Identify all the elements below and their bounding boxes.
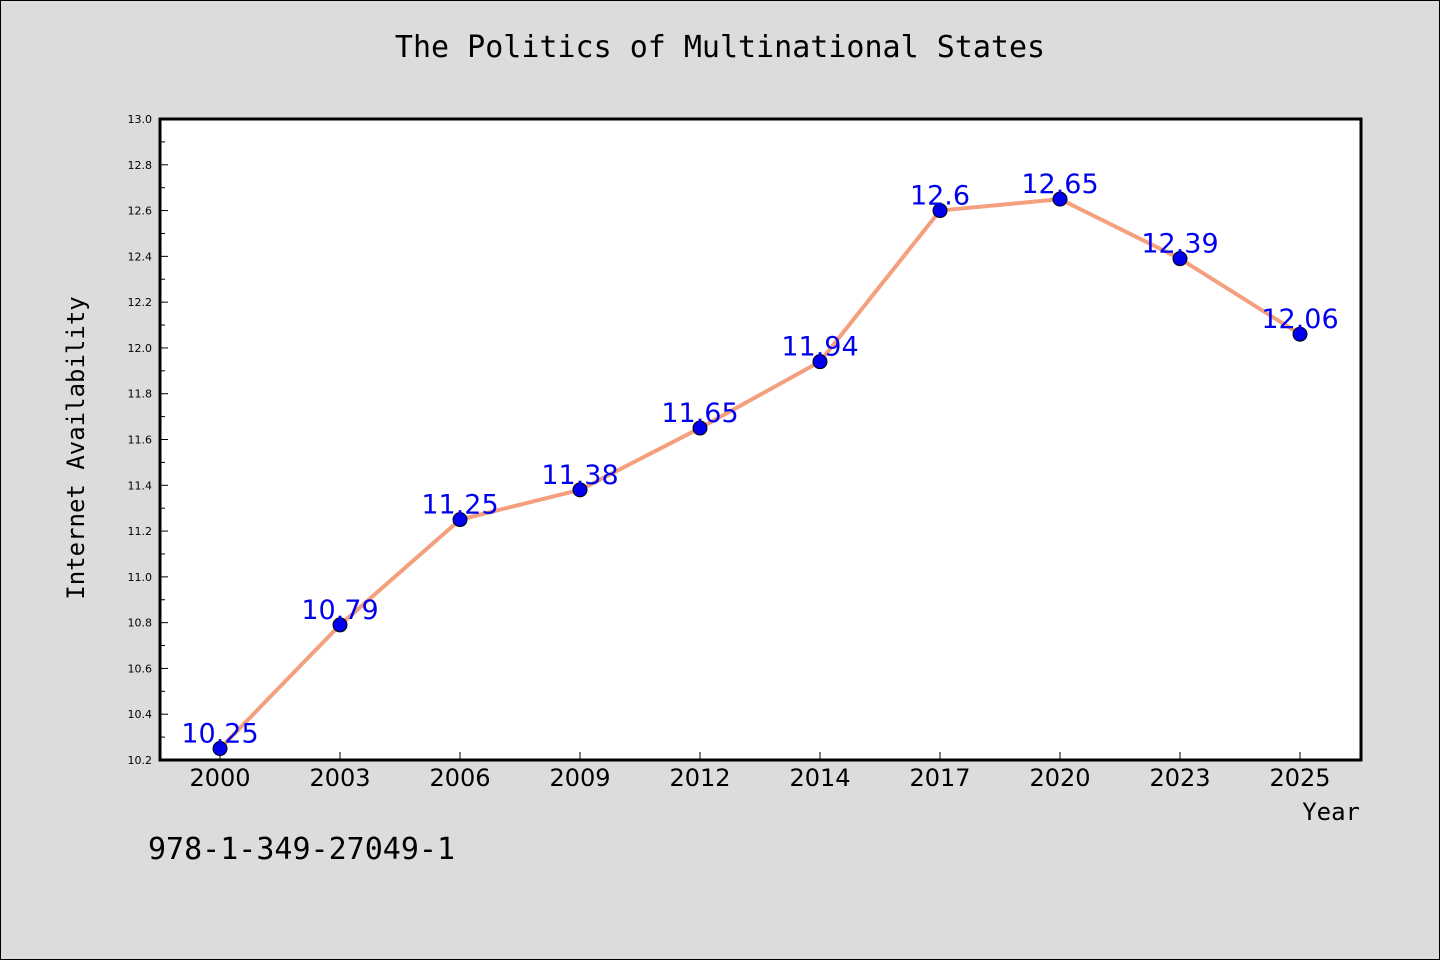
y-tick-label: 10.8 — [128, 617, 153, 630]
data-label: 10.79 — [301, 595, 378, 626]
data-label: 11.94 — [781, 332, 858, 363]
data-label: 12.65 — [1021, 169, 1098, 200]
x-tick-label: 2014 — [789, 764, 850, 792]
y-axis-title: Internet Availability — [62, 296, 90, 599]
y-axis: 10.2 10.4 10.6 10.8 11.0 11.2 11.4 11.6 11.8 12.0… — [128, 113, 168, 767]
y-tick-label: 12.6 — [128, 205, 153, 218]
data-label: 12.39 — [1141, 229, 1218, 260]
data-label: 12.6 — [910, 181, 970, 212]
data-label: 11.65 — [661, 398, 738, 429]
y-tick-label: 11.2 — [128, 525, 153, 538]
data-label: 12.06 — [1261, 304, 1338, 335]
data-label: 11.38 — [541, 460, 618, 491]
series-layer — [212, 191, 1308, 757]
data-point — [332, 617, 348, 633]
data-point — [812, 354, 828, 370]
y-tick-label: 12.2 — [128, 296, 153, 309]
data-label: 10.25 — [181, 719, 258, 750]
data-point — [932, 203, 948, 219]
y-tick-label: 11.4 — [128, 479, 153, 492]
y-tick-label: 11.6 — [128, 434, 153, 447]
y-tick-label: 11.0 — [128, 571, 153, 584]
x-tick-label: 2025 — [1269, 764, 1330, 792]
x-tick-label: 2020 — [1029, 764, 1090, 792]
plot-area — [158, 117, 1363, 762]
y-tick-label: 13.0 — [128, 113, 153, 126]
x-tick-label: 2000 — [189, 764, 250, 792]
data-point — [212, 741, 228, 757]
x-tick-label: 2003 — [309, 764, 370, 792]
y-tick-label: 12.0 — [128, 342, 153, 355]
x-tick-label: 2009 — [549, 764, 610, 792]
data-point — [692, 420, 708, 436]
data-label-layer: 10.25 10.79 11.25 11.38 11.65 11.94 12.6 12.65 1… — [181, 169, 1338, 749]
x-tick-label: 2017 — [909, 764, 970, 792]
y-tick-label: 12.4 — [128, 250, 153, 263]
isbn-label: 978-1-349-27049-1 — [148, 832, 456, 867]
x-tick-label: 2006 — [429, 764, 490, 792]
y-tick-label: 10.6 — [128, 662, 153, 675]
data-point — [452, 512, 468, 528]
series-line — [218, 197, 1302, 750]
data-point — [1292, 326, 1308, 342]
x-axis-title: Year — [1302, 798, 1360, 826]
x-tick-label: 2012 — [669, 764, 730, 792]
x-axis: 2000 2003 2006 2009 2012 2014 2017 2020 2023 2025 — [189, 752, 1331, 792]
x-tick-label: 2023 — [1149, 764, 1210, 792]
chart-title: The Politics of Multinational States — [394, 30, 1046, 65]
y-tick-label: 12.8 — [128, 159, 153, 172]
data-point — [572, 482, 588, 498]
data-point — [1052, 191, 1068, 207]
data-point — [1172, 251, 1188, 267]
data-label: 11.25 — [421, 490, 498, 521]
y-tick-label: 11.8 — [128, 388, 153, 401]
y-tick-label: 10.4 — [128, 708, 153, 721]
y-tick-label: 10.2 — [128, 754, 153, 767]
